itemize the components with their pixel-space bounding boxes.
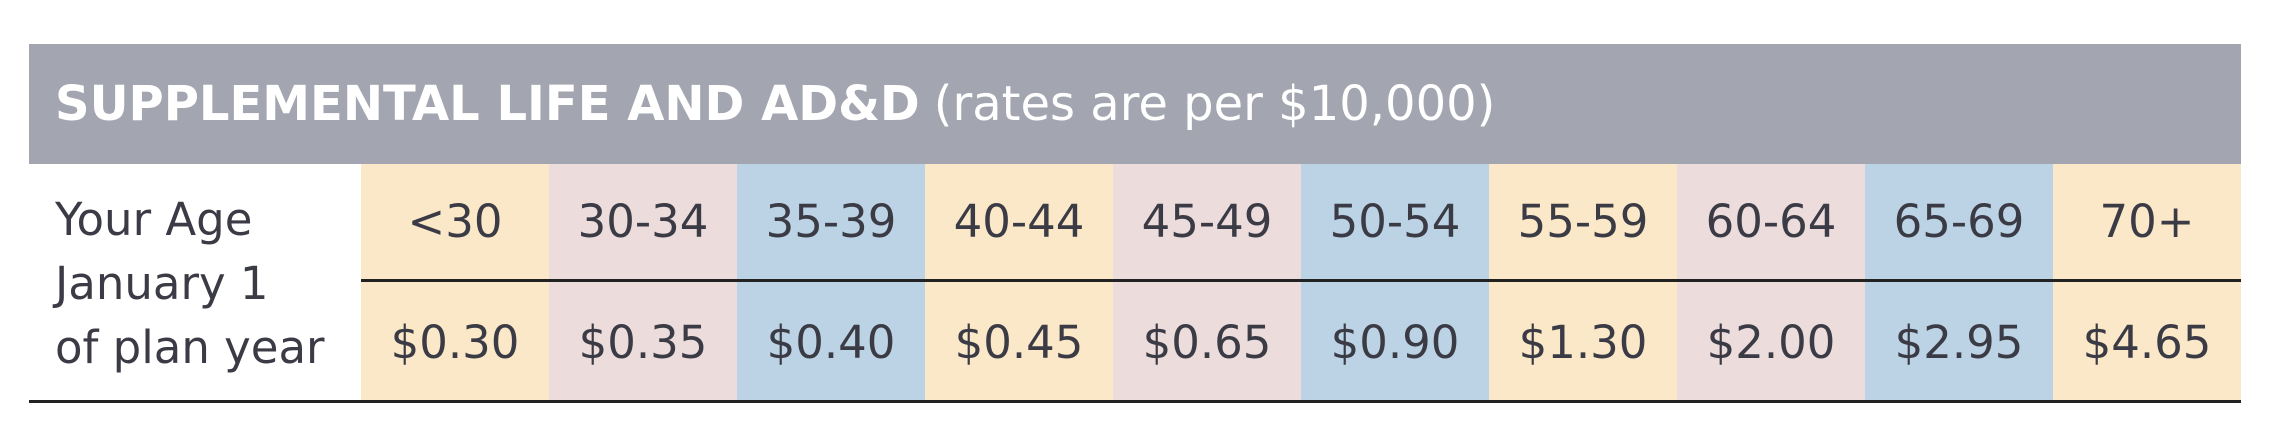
rate-cell: $0.35: [549, 282, 737, 402]
age-cell: 45-49: [1113, 164, 1301, 282]
age-cell: <30: [361, 164, 549, 282]
rate-cell: $0.30: [361, 282, 549, 402]
age-cell: 35-39: [737, 164, 925, 282]
rate-cell: $2.00: [1677, 282, 1865, 402]
age-cell: 40-44: [925, 164, 1113, 282]
header-title: SUPPLEMENTAL LIFE AND AD&D: [55, 76, 920, 132]
rate-cell: $0.90: [1301, 282, 1489, 402]
age-cell: 55-59: [1489, 164, 1677, 282]
age-cell: 50-54: [1301, 164, 1489, 282]
rate-cell: $4.65: [2053, 282, 2241, 402]
row-label: Your Age January 1 of plan year: [29, 164, 361, 402]
rate-cell: $1.30: [1489, 282, 1677, 402]
rate-cell: $0.45: [925, 282, 1113, 402]
age-cell: 30-34: [549, 164, 737, 282]
row-label-line: of plan year: [55, 321, 325, 374]
row-label-line: January 1: [55, 257, 269, 310]
rate-grid: <30 30-34 35-39 40-44 45-49 50-54 55-59 60-64 65…: [361, 164, 2241, 402]
age-cell: 65-69: [1865, 164, 2053, 282]
rate-cell: $0.40: [737, 282, 925, 402]
rate-cell: $0.65: [1113, 282, 1301, 402]
table-header: SUPPLEMENTAL LIFE AND AD&D (rates are pe…: [29, 44, 2241, 164]
age-cell: 60-64: [1677, 164, 1865, 282]
bottom-rule: [29, 400, 2241, 403]
header-subtitle: (rates are per $10,000): [933, 76, 1496, 132]
rate-cell: $2.95: [1865, 282, 2053, 402]
row-label-line: Your Age: [55, 193, 253, 246]
age-cell: 70+: [2053, 164, 2241, 282]
